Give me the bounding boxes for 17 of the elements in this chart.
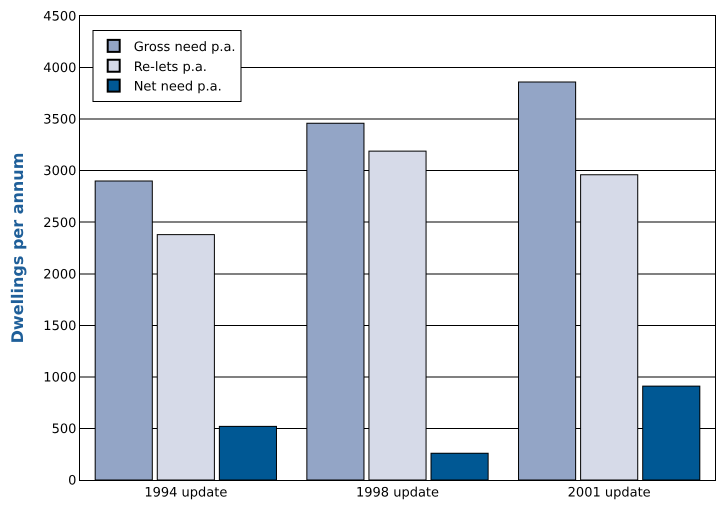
y-tick-label: 3000 — [43, 164, 76, 180]
x-tick-label: 1998 update — [356, 486, 440, 501]
y-tick-label: 1500 — [43, 318, 76, 334]
x-tick-label: 1994 update — [144, 486, 228, 501]
y-tick-label: 1000 — [43, 370, 76, 386]
y-tick-label: 3500 — [43, 112, 76, 128]
y-axis-title: Dwellings per annum — [8, 152, 28, 344]
y-tick-label: 4000 — [43, 61, 76, 76]
y-tick-label: 500 — [52, 422, 76, 437]
legend-label: Re-lets p.a. — [134, 60, 207, 75]
y-tick-label: 0 — [68, 474, 76, 489]
legend-label: Net need p.a. — [134, 80, 222, 95]
y-tick-label: 2500 — [43, 216, 76, 231]
legend-label: Gross need p.a. — [134, 40, 236, 55]
y-tick-label: 2000 — [43, 267, 76, 282]
x-tick-label: 2001 update — [568, 486, 651, 501]
y-tick-label: 4500 — [43, 10, 76, 25]
